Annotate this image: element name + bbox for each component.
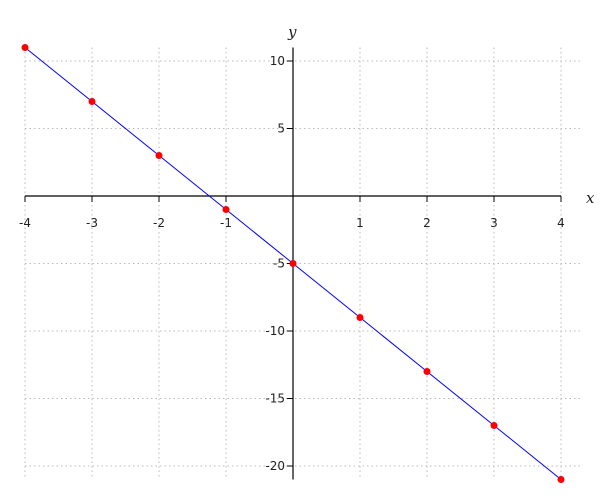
y-tick-label: -20 [265,459,285,473]
y-tick-label: 10 [270,54,285,68]
x-tick-label: 4 [557,216,565,230]
data-point [356,314,364,321]
x-tick-label: 1 [356,216,364,230]
series [21,44,565,483]
data-point [557,476,565,483]
x-tick-label: -3 [86,216,98,230]
x-tick-label: -4 [19,216,31,230]
x-tick-label: -2 [153,216,165,230]
ticks: -4 -3 -2 -1 1 2 3 4 10 5 -5 -10 -15 -20 [19,54,565,473]
y-tick-label: -5 [273,257,285,271]
y-axis-label: y [287,23,297,41]
y-tick-label: 5 [277,122,285,136]
data-point [289,260,297,267]
x-axis-label: x [586,189,595,207]
data-point [222,206,230,213]
data-point [155,152,163,159]
data-point [21,44,29,51]
data-point [490,422,498,429]
data-point [423,368,431,375]
y-tick-label: -15 [265,392,285,406]
x-tick-label: 3 [490,216,498,230]
data-point [88,98,96,105]
x-tick-label: -1 [220,216,232,230]
x-tick-label: 2 [423,216,431,230]
y-tick-label: -10 [265,324,285,338]
grid [24,47,581,480]
